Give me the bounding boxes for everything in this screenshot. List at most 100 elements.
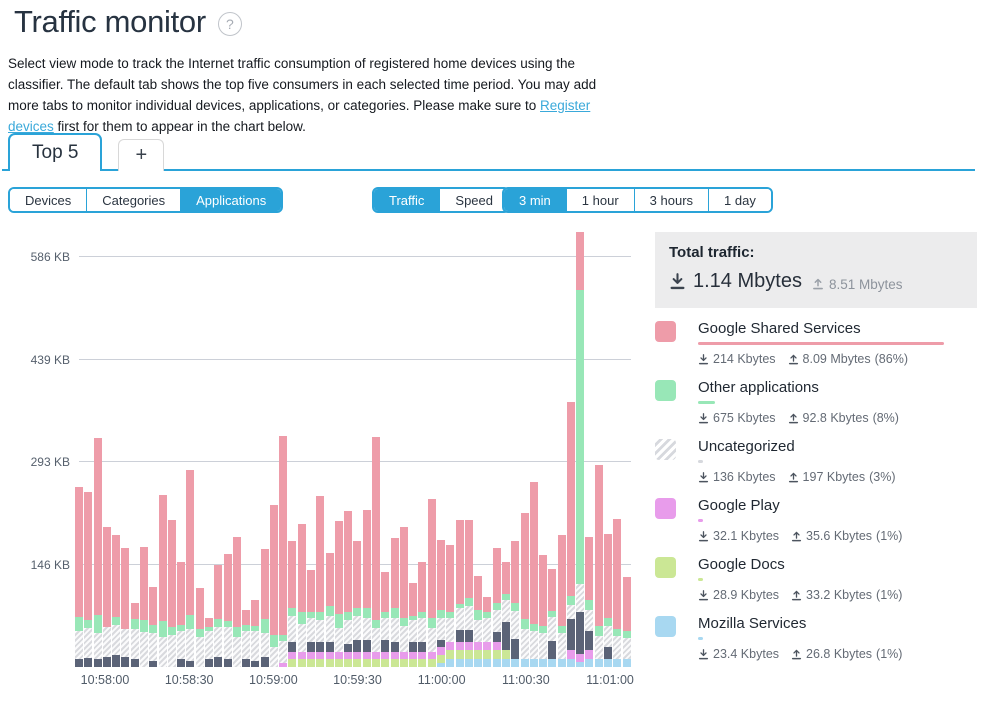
legend-item-google-play[interactable]: Google Play 32.1 Kbytes 35.6 Kbytes (1%) (655, 497, 977, 543)
add-tab-button[interactable]: + (118, 139, 165, 171)
chart-bar[interactable] (511, 541, 520, 667)
bar-segment-other-applications (446, 611, 455, 619)
chart-bar[interactable] (186, 469, 195, 667)
range-option-1-day[interactable]: 1 day (708, 189, 771, 211)
chart-bar[interactable] (455, 520, 464, 667)
chart-bar[interactable] (464, 520, 473, 667)
chart-bar[interactable] (112, 534, 121, 667)
chart-bar[interactable] (539, 555, 548, 667)
chart-bar[interactable] (344, 510, 353, 667)
metric-option-traffic[interactable]: Traffic (374, 189, 440, 211)
chart-bar[interactable] (279, 436, 288, 667)
chart-bar[interactable] (362, 510, 371, 667)
chart-bar[interactable] (474, 576, 483, 667)
chart-bar[interactable] (483, 597, 492, 667)
register-devices-link[interactable]: Register devices (8, 98, 591, 134)
chart-bar[interactable] (84, 492, 93, 667)
chart-bar[interactable] (409, 583, 418, 667)
legend-indicator (698, 519, 703, 522)
legend-item-google-docs[interactable]: Google Docs 28.9 Kbytes 33.2 Kbytes (1%) (655, 556, 977, 602)
chart-bar[interactable] (232, 536, 241, 667)
chart-bar[interactable] (102, 527, 111, 667)
bar-segment-google-docs (316, 659, 325, 667)
chart-bar[interactable] (520, 513, 529, 667)
chart-bar[interactable] (390, 538, 399, 667)
chart-bar[interactable] (594, 464, 603, 667)
legend-item-other-applications[interactable]: Other applications 675 Kbytes 92.8 Kbytes(… (655, 379, 977, 425)
chart-bar[interactable] (446, 545, 455, 667)
bar-segment-google-play (576, 654, 585, 663)
view-mode-option-applications[interactable]: Applications (180, 189, 282, 211)
metric-option-speed[interactable]: Speed (439, 189, 508, 211)
bar-segment-unlabeled (316, 641, 325, 652)
chart-bar[interactable] (297, 523, 306, 667)
chart-bar[interactable] (195, 587, 204, 667)
chart-bar[interactable] (214, 564, 223, 667)
legend-item-mozilla-services[interactable]: Mozilla Services 23.4 Kbytes 26.8 Kbytes (1… (655, 615, 977, 661)
bar-segment-uncategorized (576, 584, 585, 613)
bar-segment-google-play (344, 651, 353, 660)
view-mode-option-devices[interactable]: Devices (10, 189, 87, 211)
chart-bar[interactable] (251, 599, 260, 667)
chart-bar[interactable] (576, 231, 585, 667)
chart-bar[interactable] (557, 535, 566, 667)
chart-bar[interactable] (399, 527, 408, 667)
chart-bar[interactable] (492, 548, 501, 667)
chart-bar[interactable] (418, 562, 427, 667)
chart-bar[interactable] (260, 549, 269, 667)
chart-bar[interactable] (381, 571, 390, 667)
bar-segment-uncategorized (260, 633, 269, 658)
chart-bar[interactable] (288, 541, 297, 667)
chart-bar[interactable] (622, 577, 631, 667)
bar-segment-unlabeled (121, 657, 130, 667)
bar-segment-uncategorized (594, 635, 603, 660)
range-option-3-min[interactable]: 3 min (504, 189, 566, 211)
chart-bar[interactable] (139, 546, 148, 667)
chart-bar[interactable] (427, 499, 436, 667)
chart-bar[interactable] (121, 548, 130, 667)
range-option-1-hour[interactable]: 1 hour (565, 189, 634, 211)
bar-segment-google-shared-services (167, 520, 176, 628)
chart-bar[interactable] (501, 562, 510, 667)
chart-bar[interactable] (269, 504, 278, 667)
chart-bar[interactable] (325, 552, 334, 667)
chart-bar[interactable] (334, 521, 343, 667)
chart-bar[interactable] (149, 587, 158, 667)
bar-segment-other-applications (158, 620, 167, 637)
range-option-3-hours[interactable]: 3 hours (633, 189, 709, 211)
chart-bar[interactable] (548, 569, 557, 667)
chart-bar[interactable] (204, 618, 213, 667)
bar-segment-other-applications (464, 598, 473, 607)
chart-bar[interactable] (604, 534, 613, 667)
chart-bar[interactable] (177, 562, 186, 667)
chart-bar[interactable] (75, 487, 83, 667)
chart-bar[interactable] (353, 541, 362, 667)
legend-item-google-shared-services[interactable]: Google Shared Services 214 Kbytes 8.09 Mby… (655, 320, 977, 366)
bar-segment-google-shared-services (529, 481, 538, 624)
chart-bar[interactable] (566, 402, 575, 667)
chart-bar[interactable] (436, 540, 445, 667)
chart-bar[interactable] (93, 438, 102, 667)
chart-bar[interactable] (307, 569, 316, 667)
bar-segment-google-play (399, 651, 408, 660)
legend-stats: 28.9 Kbytes 33.2 Kbytes (1%) (698, 588, 977, 602)
help-icon[interactable]: ? (217, 12, 242, 36)
bar-segment-google-play (436, 647, 445, 656)
tab-top-5[interactable]: Top 5 (8, 133, 103, 171)
bar-segment-mozilla-services (501, 659, 510, 667)
chart-bar[interactable] (585, 536, 594, 667)
bar-segment-google-shared-services (427, 499, 436, 619)
view-mode-option-categories[interactable]: Categories (86, 189, 181, 211)
bar-segment-other-applications (84, 620, 93, 628)
chart-bar[interactable] (529, 481, 538, 667)
chart-bar[interactable] (316, 496, 325, 667)
chart-bar[interactable] (158, 494, 167, 667)
chart-bar[interactable] (613, 519, 622, 667)
bar-segment-google-play (325, 651, 334, 660)
legend-item-uncategorized[interactable]: Uncategorized 136 Kbytes 197 Kbytes (3%) (655, 438, 977, 484)
chart-bar[interactable] (223, 553, 232, 667)
chart-bar[interactable] (372, 436, 380, 667)
chart-bar[interactable] (167, 520, 176, 667)
chart-bar[interactable] (130, 602, 139, 667)
chart-bar[interactable] (242, 609, 251, 667)
